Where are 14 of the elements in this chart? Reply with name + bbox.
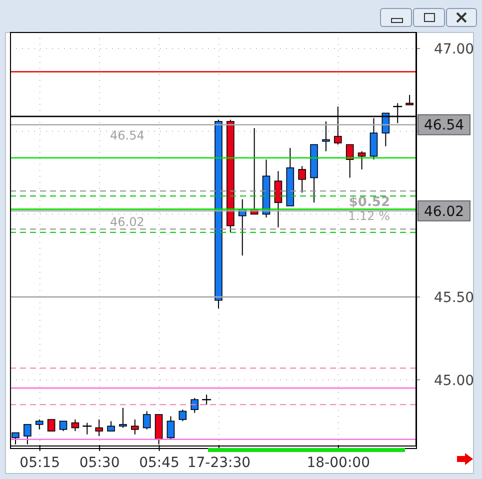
ref-line-label: 46.54 (110, 128, 144, 143)
x-tick-label: 05:45 (139, 455, 180, 471)
ref-line-label: 46.02 (110, 214, 144, 229)
annotation: $0.52 (348, 195, 390, 210)
y-tick-label: 45.00 (434, 372, 474, 389)
y-tick-label: 45.50 (434, 290, 474, 306)
text: 46.02 (424, 204, 464, 220)
text: 46.54 (424, 118, 464, 134)
annotation: 1.12 % (348, 209, 390, 223)
x-tick-label: 18-00:00 (306, 455, 370, 471)
x-tick-label: 05:30 (79, 455, 120, 471)
y-tick-label: 47.00 (434, 42, 474, 58)
x-tick-label: 17-23:30 (187, 455, 251, 471)
x-tick-label: 05:15 (20, 455, 60, 471)
